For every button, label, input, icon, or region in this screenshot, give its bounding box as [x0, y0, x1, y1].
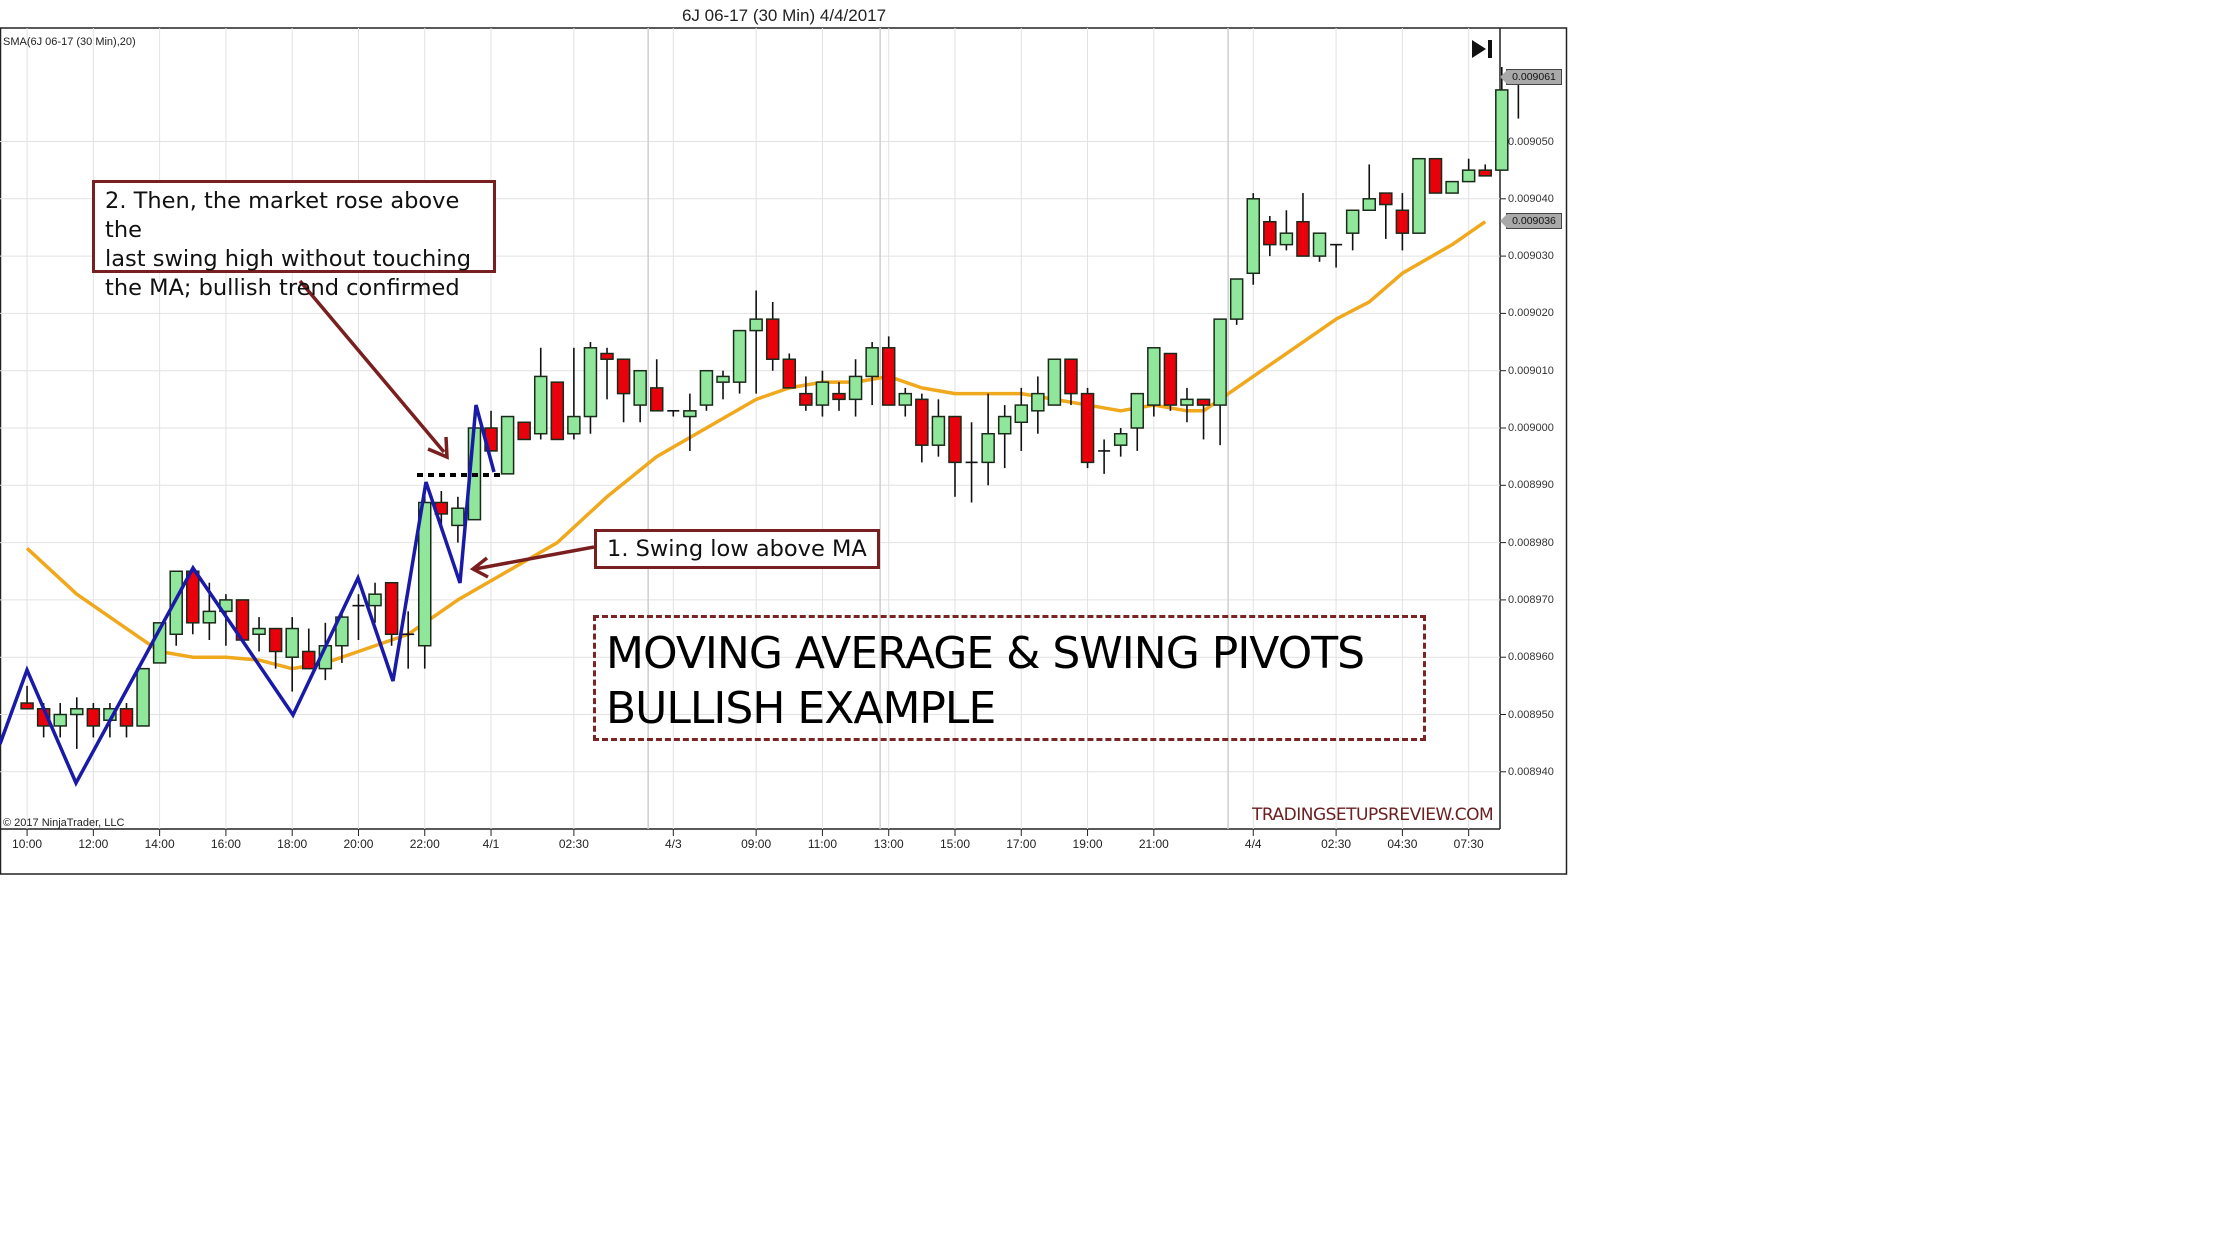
y-tick-label: 0.009010	[1508, 364, 1554, 377]
x-tick-label: 02:30	[1321, 837, 1352, 851]
x-tick-label: 22:00	[409, 837, 440, 851]
x-tick-label: 16:00	[210, 837, 241, 851]
axis-ticks	[26, 141, 1506, 836]
annotation-arrow-1	[469, 545, 595, 579]
copyright-text: © 2017 NinjaTrader, LLC	[3, 817, 125, 829]
skip-to-end-icon[interactable]	[1471, 38, 1495, 60]
x-tick-label: 14:00	[144, 837, 175, 851]
example-title-box: MOVING AVERAGE & SWING PIVOTS BULLISH EX…	[593, 615, 1426, 741]
x-tick-label: 12:00	[78, 837, 109, 851]
x-tick-label: 20:00	[343, 837, 374, 851]
indicator-label: SMA(6J 06-17 (30 Min),20)	[3, 36, 136, 48]
x-tick-label: 07:30	[1453, 837, 1484, 851]
annotation-arrow-2	[298, 279, 449, 460]
y-tick-label: 0.009040	[1508, 192, 1554, 205]
example-title-line: BULLISH EXAMPLE	[606, 683, 996, 734]
annotation-note-2-line: last swing high without touching	[105, 246, 472, 272]
last-price-tag: 0.009061	[1500, 69, 1562, 85]
y-tick-label: 0.009000	[1508, 422, 1554, 434]
y-tick-label: 0.008940	[1508, 765, 1554, 778]
y-tick-label: 0.008950	[1508, 708, 1554, 721]
y-tick-label: 0.009020	[1508, 307, 1554, 320]
y-tick-label: 0.008960	[1508, 651, 1554, 664]
x-tick-label: 18:00	[277, 837, 308, 851]
example-title-line: MOVING AVERAGE & SWING PIVOTS	[606, 628, 1365, 679]
y-tick-label: 0.008980	[1508, 536, 1554, 549]
candlestick-series	[20, 67, 1526, 749]
y-tick-label: 0.009050	[1508, 135, 1554, 148]
x-tick-label: 09:00	[741, 837, 772, 851]
y-tick-label: 0.008990	[1508, 479, 1554, 492]
chart-title: 6J 06-17 (30 Min) 4/4/2017	[681, 6, 887, 25]
x-tick-label: 4/4	[1244, 837, 1262, 851]
annotation-note-2-line: 2. Then, the market rose above the	[105, 188, 460, 243]
x-tick-label: 13:00	[873, 837, 904, 851]
x-tick-label: 4/1	[482, 837, 500, 851]
watermark: TRADINGSETUPSREVIEW.COM	[1252, 805, 1494, 825]
x-tick-label: 04:30	[1387, 837, 1418, 851]
x-tick-label: 15:00	[939, 837, 970, 851]
x-tick-label: 11:00	[807, 837, 837, 851]
x-tick-label: 17:00	[1006, 837, 1037, 851]
x-tick-label: 19:00	[1072, 837, 1103, 851]
sma-value-tag: 0.009036	[1500, 213, 1562, 229]
x-tick-label: 02:30	[558, 837, 589, 851]
x-tick-label: 10:00	[12, 837, 43, 851]
annotation-note-1: 1. Swing low above MA	[594, 529, 880, 569]
y-tick-label: 0.008970	[1508, 593, 1554, 606]
annotation-note-2-line: the MA; bullish trend confirmed	[105, 275, 460, 301]
annotation-note-2: 2. Then, the market rose above the last …	[92, 180, 496, 301]
y-tick-label: 0.009030	[1508, 250, 1554, 263]
swing-pivot-line	[0, 404, 496, 787]
chart-border	[0, 27, 1568, 875]
x-tick-label: 21:00	[1138, 837, 1169, 851]
x-tick-label: 4/3	[664, 837, 682, 851]
